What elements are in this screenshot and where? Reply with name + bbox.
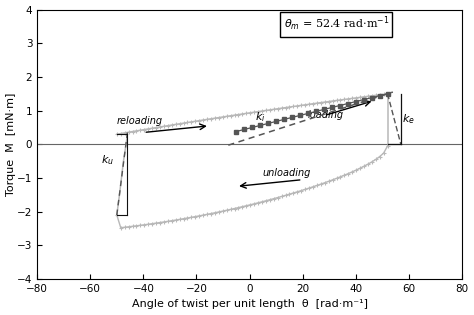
Text: reloading: reloading	[117, 116, 163, 126]
Text: $k_u$: $k_u$	[101, 153, 114, 167]
X-axis label: Angle of twist per unit length  θ  [rad·m⁻¹]: Angle of twist per unit length θ [rad·m⁻…	[131, 300, 367, 309]
Text: unloading: unloading	[263, 168, 311, 178]
Y-axis label: Torque  M  [mN·m]: Torque M [mN·m]	[6, 93, 16, 196]
Text: $\theta_m$ = 52.4 rad$\cdot$m$^{-1}$: $\theta_m$ = 52.4 rad$\cdot$m$^{-1}$	[283, 15, 389, 33]
Text: $k_e$: $k_e$	[402, 112, 415, 126]
Text: $k_i$: $k_i$	[255, 110, 265, 124]
Text: loading: loading	[308, 110, 344, 120]
